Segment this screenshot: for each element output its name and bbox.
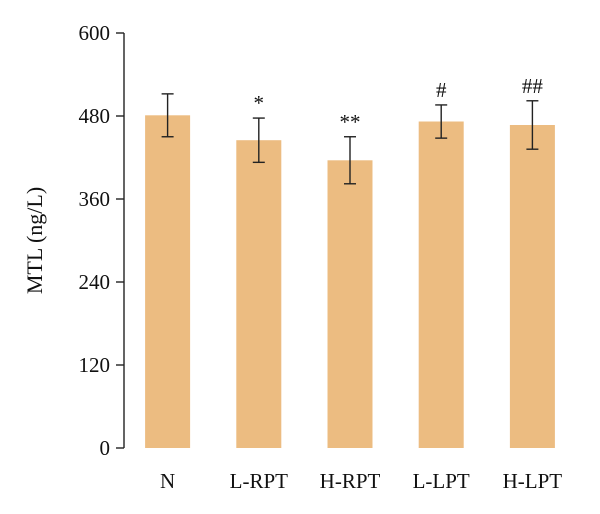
annotation-l-lpt: # [436, 78, 447, 102]
y-tick-label-120: 120 [79, 353, 111, 377]
annotation-h-rpt: ** [340, 110, 361, 134]
y-axis-title: MTL (ng/L) [22, 187, 47, 294]
x-tick-label-l-rpt: L-RPT [230, 469, 289, 493]
y-tick-label-480: 480 [79, 104, 111, 128]
bar-l-rpt [236, 140, 282, 448]
x-tick-label-h-lpt: H-LPT [503, 469, 563, 493]
x-tick-label-h-rpt: H-RPT [320, 469, 381, 493]
y-tick-label-600: 600 [79, 21, 111, 45]
bar-h-lpt [509, 125, 555, 448]
y-tick-label-240: 240 [79, 270, 111, 294]
bar-h-rpt [327, 160, 373, 449]
x-tick-label-n: N [160, 469, 175, 493]
bar-n [145, 115, 191, 449]
y-tick-label-0: 0 [100, 436, 111, 460]
y-tick-label-360: 360 [79, 187, 111, 211]
bar-l-lpt [418, 121, 464, 448]
plot-area: N * L-RPT ** H-RPT # L-LPT ## H-LPT 0 120 240 360 480… [79, 21, 563, 493]
x-tick-label-l-lpt: L-LPT [413, 469, 470, 493]
annotation-h-lpt: ## [522, 74, 544, 98]
annotation-l-rpt: * [254, 91, 265, 115]
